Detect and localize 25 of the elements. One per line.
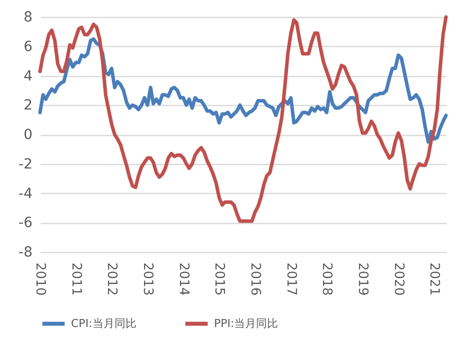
y-tick-label: -4	[18, 186, 33, 202]
x-tick-label: 2021	[426, 262, 442, 296]
y-tick-label: -6	[18, 215, 33, 232]
y-tick-label: 4	[24, 68, 33, 84]
y-tick-label: 2	[24, 98, 32, 114]
y-tick-label: 8	[24, 10, 32, 26]
line-series	[38, 37, 448, 144]
y-tick-label: 6	[24, 38, 33, 55]
x-tick-label: 2020	[390, 262, 406, 296]
x-tick-label: 2013	[140, 262, 156, 296]
x-tick-label: 2011	[68, 262, 84, 296]
y-tick-label: 0	[24, 127, 32, 143]
x-tick-label: 2016	[247, 262, 262, 296]
x-tick-label: 2019	[355, 262, 370, 296]
x-tick-label: 2017	[283, 262, 298, 296]
y-tick-label: -8	[18, 244, 32, 260]
x-tick-label: 2018	[319, 262, 334, 296]
x-tick-label: 2014	[176, 262, 191, 296]
x-tick-label: 2010	[32, 262, 48, 296]
x-tick-label: 2012	[104, 262, 120, 296]
x-tick-label: 2015	[212, 262, 227, 296]
legend-label: CPI:当月同比	[71, 316, 136, 330]
line-series	[38, 15, 448, 223]
legend-label: PPI:当月同比	[214, 316, 278, 330]
y-tick-label: -2	[18, 156, 32, 172]
